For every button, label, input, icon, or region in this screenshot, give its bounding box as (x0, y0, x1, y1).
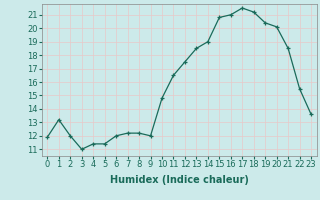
X-axis label: Humidex (Indice chaleur): Humidex (Indice chaleur) (110, 175, 249, 185)
